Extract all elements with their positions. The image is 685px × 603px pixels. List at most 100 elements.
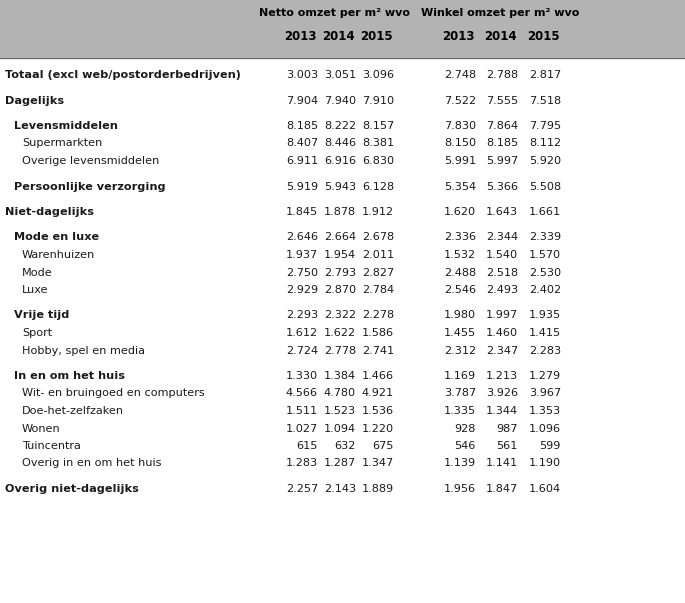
Text: 8.185: 8.185 — [486, 139, 518, 148]
Text: 6.128: 6.128 — [362, 182, 394, 192]
Text: 1.415: 1.415 — [529, 328, 561, 338]
Text: 7.864: 7.864 — [486, 121, 518, 131]
Text: 2015: 2015 — [527, 30, 560, 43]
Text: 1.661: 1.661 — [529, 207, 561, 217]
Text: 8.112: 8.112 — [529, 139, 561, 148]
Text: Sport: Sport — [22, 328, 52, 338]
Text: 1.279: 1.279 — [529, 371, 561, 381]
Text: 3.787: 3.787 — [444, 388, 476, 399]
Text: 1.980: 1.980 — [444, 311, 476, 321]
Text: 5.508: 5.508 — [529, 182, 561, 192]
Text: 8.446: 8.446 — [324, 139, 356, 148]
Text: 1.330: 1.330 — [286, 371, 318, 381]
Text: 2.827: 2.827 — [362, 268, 394, 277]
Text: 2.336: 2.336 — [444, 233, 476, 242]
Text: 8.150: 8.150 — [444, 139, 476, 148]
Text: 8.222: 8.222 — [324, 121, 356, 131]
Text: 4.780: 4.780 — [324, 388, 356, 399]
Text: 2.312: 2.312 — [444, 346, 476, 356]
Text: 2.546: 2.546 — [444, 285, 476, 295]
Text: 1.620: 1.620 — [444, 207, 476, 217]
Text: 2.402: 2.402 — [529, 285, 561, 295]
Text: 1.956: 1.956 — [444, 484, 476, 494]
Text: Hobby, spel en media: Hobby, spel en media — [22, 346, 145, 356]
Text: Overig niet-dagelijks: Overig niet-dagelijks — [5, 484, 139, 494]
Text: 1.997: 1.997 — [486, 311, 518, 321]
Text: 632: 632 — [335, 441, 356, 451]
Text: 8.157: 8.157 — [362, 121, 394, 131]
Text: Warenhuizen: Warenhuizen — [22, 250, 95, 260]
Text: 3.051: 3.051 — [324, 70, 356, 80]
Text: 1.935: 1.935 — [529, 311, 561, 321]
Text: 7.940: 7.940 — [324, 95, 356, 106]
Text: 2013: 2013 — [284, 30, 316, 43]
Text: 5.919: 5.919 — [286, 182, 318, 192]
Text: 2.741: 2.741 — [362, 346, 394, 356]
Text: 6.916: 6.916 — [324, 156, 356, 166]
Text: 3.096: 3.096 — [362, 70, 394, 80]
Text: 2.339: 2.339 — [529, 233, 561, 242]
Text: 2015: 2015 — [360, 30, 393, 43]
Text: 2014: 2014 — [484, 30, 516, 43]
Text: 2014: 2014 — [322, 30, 354, 43]
Text: 1.460: 1.460 — [486, 328, 518, 338]
Text: Winkel omzet per m² wvo: Winkel omzet per m² wvo — [421, 8, 580, 18]
Text: 1.141: 1.141 — [486, 458, 518, 469]
Text: 5.366: 5.366 — [486, 182, 518, 192]
Text: Wit- en bruingoed en computers: Wit- en bruingoed en computers — [22, 388, 205, 399]
Text: 2.488: 2.488 — [444, 268, 476, 277]
Text: 2.011: 2.011 — [362, 250, 394, 260]
Text: 1.540: 1.540 — [486, 250, 518, 260]
Text: Netto omzet per m² wvo: Netto omzet per m² wvo — [260, 8, 410, 18]
Text: 6.830: 6.830 — [362, 156, 394, 166]
Text: Persoonlijke verzorging: Persoonlijke verzorging — [14, 182, 166, 192]
Text: 2.778: 2.778 — [324, 346, 356, 356]
Bar — [0, 0, 685, 58]
Text: 1.604: 1.604 — [529, 484, 561, 494]
Text: 1.889: 1.889 — [362, 484, 394, 494]
Text: 987: 987 — [497, 423, 518, 434]
Text: 1.586: 1.586 — [362, 328, 394, 338]
Text: 546: 546 — [455, 441, 476, 451]
Text: Tuincentra: Tuincentra — [22, 441, 81, 451]
Text: 1.523: 1.523 — [324, 406, 356, 416]
Text: 1.344: 1.344 — [486, 406, 518, 416]
Text: 928: 928 — [455, 423, 476, 434]
Text: 1.384: 1.384 — [324, 371, 356, 381]
Text: 2.646: 2.646 — [286, 233, 318, 242]
Text: 2.283: 2.283 — [529, 346, 561, 356]
Text: 561: 561 — [497, 441, 518, 451]
Text: 599: 599 — [540, 441, 561, 451]
Text: 1.169: 1.169 — [444, 371, 476, 381]
Text: Luxe: Luxe — [22, 285, 49, 295]
Text: Niet-dagelijks: Niet-dagelijks — [5, 207, 94, 217]
Text: 2.793: 2.793 — [324, 268, 356, 277]
Text: 2.293: 2.293 — [286, 311, 318, 321]
Text: 1.845: 1.845 — [286, 207, 318, 217]
Text: 1.139: 1.139 — [444, 458, 476, 469]
Text: Overig in en om het huis: Overig in en om het huis — [22, 458, 162, 469]
Text: 1.612: 1.612 — [286, 328, 318, 338]
Text: 1.570: 1.570 — [529, 250, 561, 260]
Text: 1.353: 1.353 — [529, 406, 561, 416]
Text: 2.929: 2.929 — [286, 285, 318, 295]
Text: 2.278: 2.278 — [362, 311, 394, 321]
Text: 1.094: 1.094 — [324, 423, 356, 434]
Text: Supermarkten: Supermarkten — [22, 139, 102, 148]
Text: 2.257: 2.257 — [286, 484, 318, 494]
Text: Levensmiddelen: Levensmiddelen — [14, 121, 118, 131]
Text: 1.937: 1.937 — [286, 250, 318, 260]
Text: Overige levensmiddelen: Overige levensmiddelen — [22, 156, 159, 166]
Text: In en om het huis: In en om het huis — [14, 371, 125, 381]
Text: 2.143: 2.143 — [324, 484, 356, 494]
Text: 7.795: 7.795 — [529, 121, 561, 131]
Text: 5.920: 5.920 — [529, 156, 561, 166]
Text: 1.536: 1.536 — [362, 406, 394, 416]
Text: Winkel omzet per m² wvo: Winkel omzet per m² wvo — [421, 8, 580, 18]
Text: 2.678: 2.678 — [362, 233, 394, 242]
Text: 675: 675 — [373, 441, 394, 451]
Text: 5.997: 5.997 — [486, 156, 518, 166]
Text: 5.354: 5.354 — [444, 182, 476, 192]
Text: 7.522: 7.522 — [444, 95, 476, 106]
Text: 7.555: 7.555 — [486, 95, 518, 106]
